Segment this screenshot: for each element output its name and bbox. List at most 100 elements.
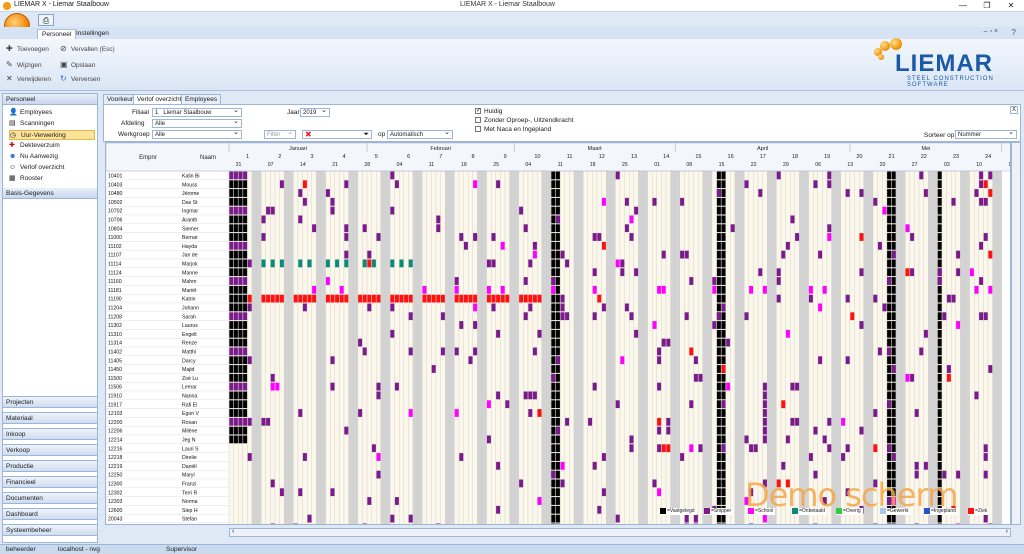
sidebar-item-nu-aanwezig[interactable]: ☻ Nu Aanwezig [9, 153, 58, 160]
cell-vastgelegd [887, 285, 892, 294]
leave-cell [762, 426, 767, 435]
leave-cell [459, 321, 464, 329]
leave-cell [661, 338, 666, 347]
cell-vastgelegd [233, 409, 238, 417]
op-select[interactable]: Automatisch [387, 129, 453, 139]
cell-vastgelegd [937, 259, 942, 268]
nav-productie[interactable]: Productie [2, 460, 98, 472]
sidebar-item-employees[interactable]: 👤 Employees [9, 109, 53, 116]
vertical-scrollbar[interactable] [1011, 142, 1021, 525]
row-name: Nanna [182, 394, 197, 400]
sidebar-item-dekteverzuim[interactable]: ✚ Dekteverzuim [9, 142, 60, 149]
nav-systeembeheer[interactable]: Systeembeheer [2, 524, 98, 536]
leave-cell [827, 171, 832, 180]
close-icon[interactable]: ✕ [1007, 1, 1015, 10]
nav-materiaal[interactable]: Materiaal [2, 412, 98, 424]
row-empnr: 12216 [108, 446, 123, 452]
save-button[interactable]: ▣ Opslaan [60, 60, 96, 69]
window-controls-icon[interactable]: – ▫ × [983, 28, 998, 35]
clear-filter-icon[interactable]: ✖ [305, 130, 312, 139]
day-column [546, 170, 552, 524]
huidig-checkbox[interactable]: ✓ Huidig [475, 108, 503, 115]
cell-vastgelegd [555, 241, 560, 250]
sorteer-select[interactable]: Nummer [955, 129, 1017, 139]
werkgroep-select[interactable]: Alle [152, 129, 242, 139]
filiaal-select[interactable]: 1 Liemar Staalbouw [152, 107, 242, 117]
day-column [642, 170, 648, 524]
nav-documenten[interactable]: Documenten [2, 492, 98, 504]
zonder-checkbox[interactable]: Zonder Oproep-, Uitzendkracht [475, 117, 574, 124]
cell-vastgelegd [721, 241, 726, 250]
cell-vastgelegd [555, 338, 560, 347]
funnel-icon[interactable]: ⏷ [363, 131, 369, 138]
leave-cell [698, 373, 703, 382]
nav-verkoop[interactable]: Verkoop [2, 444, 98, 456]
table-row [106, 320, 230, 330]
scroll-right-icon[interactable]: › [1005, 528, 1008, 535]
minimize-icon[interactable]: — [959, 1, 967, 10]
help-icon[interactable]: ? [1011, 28, 1016, 37]
row-empnr: 12103 [108, 411, 123, 417]
cell-vastgelegd [891, 435, 896, 444]
cell-vastgelegd [238, 426, 243, 435]
jaar-input[interactable]: 2019 [300, 107, 330, 117]
leave-cell [473, 303, 478, 312]
refresh-button[interactable]: ↻ Verversen [60, 74, 101, 83]
leave-cell [923, 329, 928, 338]
add-button[interactable]: ✚ Toevoegen [6, 44, 49, 53]
row-empnr: 10706 [108, 218, 123, 224]
leave-cell [312, 294, 317, 303]
row-empnr: 11102 [108, 244, 122, 250]
print-icon[interactable]: ⎙ [38, 14, 54, 26]
filter-select[interactable]: Filter [264, 129, 296, 139]
leave-cell [560, 479, 565, 488]
day-column [468, 170, 473, 524]
leave-cell [983, 180, 988, 189]
sidebar-item-rooster[interactable]: ▦ Rooster [9, 175, 43, 182]
delete-button[interactable]: ✕ Verwijderen [6, 74, 51, 83]
leave-cell [813, 523, 818, 524]
row-empnr: 12250 [108, 473, 123, 479]
leave-cell [270, 206, 275, 215]
sidebar-subheader-basis[interactable]: Basis-Gegevens [3, 188, 97, 199]
leave-cell [454, 294, 459, 303]
filter-input[interactable]: ✖ ⏷ [302, 130, 372, 139]
nav-dashboard[interactable]: Dashboard [2, 508, 98, 520]
leave-cell [753, 444, 758, 453]
day-column [288, 170, 294, 524]
nav-financieel[interactable]: Financieel [2, 476, 98, 488]
close-panel-icon[interactable]: X [1009, 106, 1018, 114]
leave-cell [473, 347, 478, 356]
leave-cell [390, 329, 395, 338]
leave-cell [891, 250, 896, 259]
nav-inkoop[interactable]: Inkoop [2, 428, 98, 440]
afdeling-select[interactable]: Alle [152, 118, 242, 128]
sidebar-item-uur-verwerking[interactable]: ◷ Uur-Verwerking [9, 130, 95, 140]
cell-vastgelegd [887, 417, 892, 426]
leave-cell [905, 268, 910, 277]
leave-cell [845, 189, 850, 197]
sidebar-item-scanningen[interactable]: ▤ Scanningen [9, 120, 55, 127]
edit-button[interactable]: ✎ Wijzigen [6, 60, 42, 69]
leave-cell [325, 259, 330, 268]
leave-cell [942, 312, 947, 321]
scroll-left-icon[interactable]: ‹ [232, 528, 235, 535]
tab-personeel[interactable]: Personeel [37, 29, 77, 39]
cell-vastgelegd [555, 505, 560, 514]
cell-vastgelegd [551, 523, 556, 524]
cell-vastgelegd [721, 329, 726, 338]
maximize-icon[interactable]: ❐ [983, 1, 991, 10]
sidebar-header[interactable]: Personeel [3, 94, 97, 105]
cancel-button[interactable]: ⊘ Vervallen (Esc) [60, 44, 115, 53]
day-column [504, 170, 510, 524]
sidebar-item-verlof-overzicht[interactable]: ☺ Verlof overzicht [9, 164, 65, 171]
cell-vastgelegd [716, 365, 721, 373]
day-column [661, 170, 667, 524]
tab-instellingen[interactable]: Instellingen [76, 30, 109, 37]
day-column [311, 170, 317, 524]
horizontal-scrollbar[interactable]: ‹ › [229, 528, 1011, 537]
leave-cell [988, 365, 993, 373]
nav-projecten[interactable]: Projecten [2, 396, 98, 408]
day-column [831, 170, 837, 524]
naca-checkbox[interactable]: Met Naca en Ingepland [475, 126, 551, 133]
